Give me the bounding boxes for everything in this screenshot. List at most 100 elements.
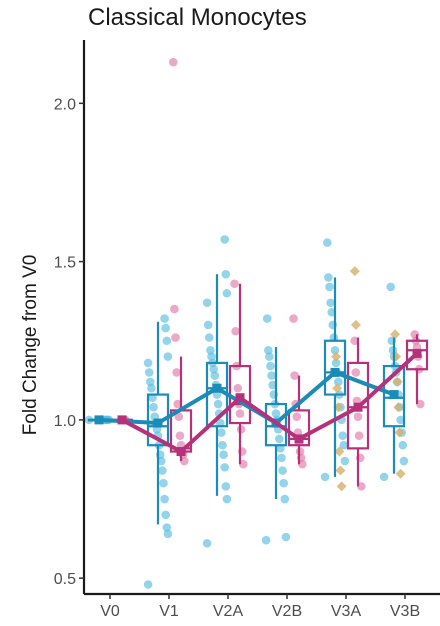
data-point (275, 434, 284, 444)
data-point (323, 238, 332, 247)
data-point (331, 358, 341, 368)
data-point (220, 235, 229, 244)
mean-marker (235, 393, 245, 403)
data-point (202, 539, 212, 548)
data-point (161, 510, 170, 520)
data-point (325, 282, 334, 292)
data-point (173, 399, 182, 409)
data-point (158, 466, 167, 475)
data-point (340, 456, 350, 466)
mean-marker (389, 390, 399, 400)
data-point (332, 383, 343, 394)
data-point (210, 371, 220, 380)
data-point (326, 298, 335, 308)
data-point (353, 412, 363, 422)
data-point (277, 453, 286, 463)
data-point (327, 307, 337, 317)
box (287, 409, 311, 447)
data-point (222, 288, 232, 298)
mean-marker (412, 348, 422, 358)
y-tick-label: 1.0 (54, 413, 76, 430)
mean-marker (294, 434, 304, 444)
mean-marker (153, 418, 163, 428)
data-point (416, 399, 425, 409)
axes-layer: 0.5 1.0 1.5 2.0 V0 V1 V2A V2B V3A V3B (54, 40, 440, 620)
data-point (221, 482, 231, 491)
data-point (357, 482, 366, 491)
data-point (295, 447, 305, 456)
data-point (209, 364, 218, 374)
data-point (213, 399, 223, 409)
data-point (279, 478, 289, 488)
data-point (222, 494, 232, 504)
mean-marker (330, 367, 340, 377)
data-point (160, 314, 169, 323)
data-point (236, 425, 246, 434)
data-point (159, 478, 168, 488)
data-point (146, 377, 155, 387)
box (405, 339, 429, 371)
data-point (280, 494, 290, 504)
points-layer (84, 57, 425, 589)
data-point (265, 352, 274, 361)
data-point (386, 282, 396, 292)
data-point (267, 371, 276, 380)
data-point (264, 345, 273, 355)
data-point (331, 351, 342, 362)
data-point (169, 57, 178, 67)
y-tick-label: 1.5 (54, 255, 76, 272)
data-point (266, 361, 275, 371)
data-point (160, 494, 169, 504)
data-point (205, 333, 214, 342)
data-point (350, 319, 361, 330)
data-point (162, 336, 172, 346)
data-point (221, 269, 231, 279)
x-tick-label: V3B (390, 603, 420, 620)
data-point (203, 320, 213, 330)
data-point (217, 428, 226, 437)
data-point (396, 415, 405, 425)
data-point (268, 380, 278, 390)
data-point (339, 440, 349, 450)
data-point (351, 368, 361, 377)
mean-marker (212, 383, 222, 393)
box (382, 364, 406, 428)
data-point (202, 298, 212, 308)
data-point (334, 377, 343, 387)
mean-line (98, 370, 395, 426)
data-point (354, 431, 364, 441)
mean-line (121, 351, 419, 454)
mean-marker (94, 415, 104, 425)
data-point (143, 358, 153, 368)
data-point (230, 279, 239, 289)
x-tick-label: V1 (159, 603, 179, 620)
chart-title: Classical Monocytes (88, 4, 307, 31)
data-point (206, 345, 215, 355)
data-point (392, 376, 403, 387)
data-point (271, 409, 281, 418)
data-point (218, 440, 227, 450)
box (264, 402, 288, 447)
y-tick-label: 0.5 (54, 571, 76, 588)
data-point (233, 383, 243, 393)
mean-lines-layer (94, 348, 422, 457)
data-point (261, 535, 271, 545)
data-point (219, 450, 228, 460)
data-point (350, 336, 360, 346)
data-point (207, 352, 216, 361)
data-point (235, 409, 245, 418)
data-point (379, 472, 389, 482)
data-point (180, 456, 189, 466)
data-point (174, 412, 184, 422)
data-point (320, 472, 330, 482)
data-point (292, 412, 302, 422)
data-point (281, 532, 291, 542)
data-point (298, 459, 307, 469)
data-point (163, 529, 173, 539)
data-point (149, 402, 158, 412)
y-axis-title: Fold Change from V0 (20, 255, 41, 436)
box (346, 361, 370, 450)
data-point (278, 466, 287, 475)
x-tick-label: V0 (100, 603, 120, 620)
